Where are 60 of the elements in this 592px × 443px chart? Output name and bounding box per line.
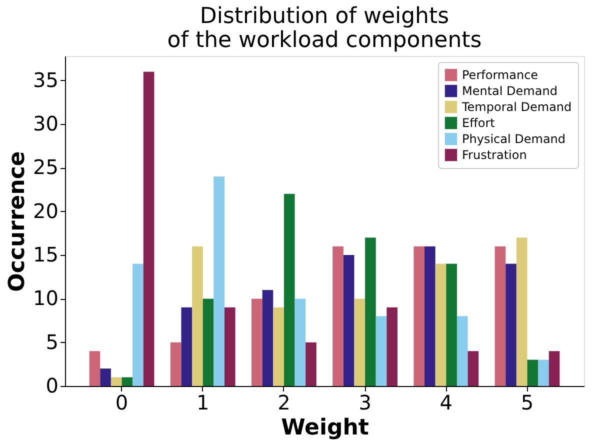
bar (262, 290, 274, 386)
bar (516, 238, 528, 386)
bar (252, 298, 262, 386)
bar (89, 351, 100, 386)
legend-label: Physical Demand (462, 132, 566, 146)
bar (306, 342, 316, 386)
x-tick-label: 5 (520, 390, 534, 414)
bar (332, 246, 344, 386)
y-tick-label: 10 (33, 286, 58, 310)
bar (538, 360, 549, 386)
x-tick-label: 4 (440, 390, 453, 414)
bar (456, 316, 468, 386)
bar (202, 298, 214, 386)
bar (548, 351, 560, 386)
y-axis-title: Occurrence (5, 151, 30, 292)
bar (122, 377, 133, 386)
bar (192, 246, 203, 386)
y-tick-label: 25 (33, 155, 58, 180)
bar (284, 194, 295, 386)
legend-label: Frustration (462, 148, 527, 162)
legend-label: Mental Demand (462, 84, 558, 98)
text: Distribution of weights (200, 4, 450, 29)
bar (132, 264, 144, 386)
x-tick-label: 1 (196, 390, 210, 414)
y-tick-label: 30 (33, 112, 58, 136)
y-tick-label: 15 (33, 242, 58, 267)
bar (527, 360, 538, 386)
text: of the workload components (167, 28, 482, 53)
bar (386, 307, 398, 386)
legend-label: Temporal Demand (461, 100, 572, 114)
y-tick-label: 0 (46, 374, 58, 398)
bar (446, 264, 457, 386)
bar (365, 238, 376, 386)
bar (143, 72, 154, 386)
bar (494, 246, 506, 386)
bar (376, 316, 387, 386)
y-tick-label: 5 (46, 330, 58, 354)
bar (506, 264, 516, 386)
legend-label: Effort (462, 116, 496, 130)
x-tick-label: 0 (115, 390, 128, 414)
bar (273, 307, 284, 386)
legend-label: Performance (462, 68, 538, 82)
bar (435, 264, 446, 386)
bar (424, 246, 436, 386)
bar (414, 246, 425, 386)
bar (468, 351, 479, 386)
bar (354, 298, 366, 386)
y-tick-label: 35 (33, 68, 58, 92)
bar (110, 377, 122, 386)
bar (214, 176, 224, 386)
x-tick-label: 3 (358, 390, 372, 414)
bar (170, 342, 182, 386)
bar (181, 307, 192, 386)
bar (294, 298, 306, 386)
bar (343, 255, 354, 386)
x-axis-title: Weight (281, 416, 370, 440)
bar (224, 307, 236, 386)
x-tick-label: 2 (278, 390, 290, 414)
bar (100, 368, 111, 386)
y-tick-label: 20 (33, 198, 58, 223)
